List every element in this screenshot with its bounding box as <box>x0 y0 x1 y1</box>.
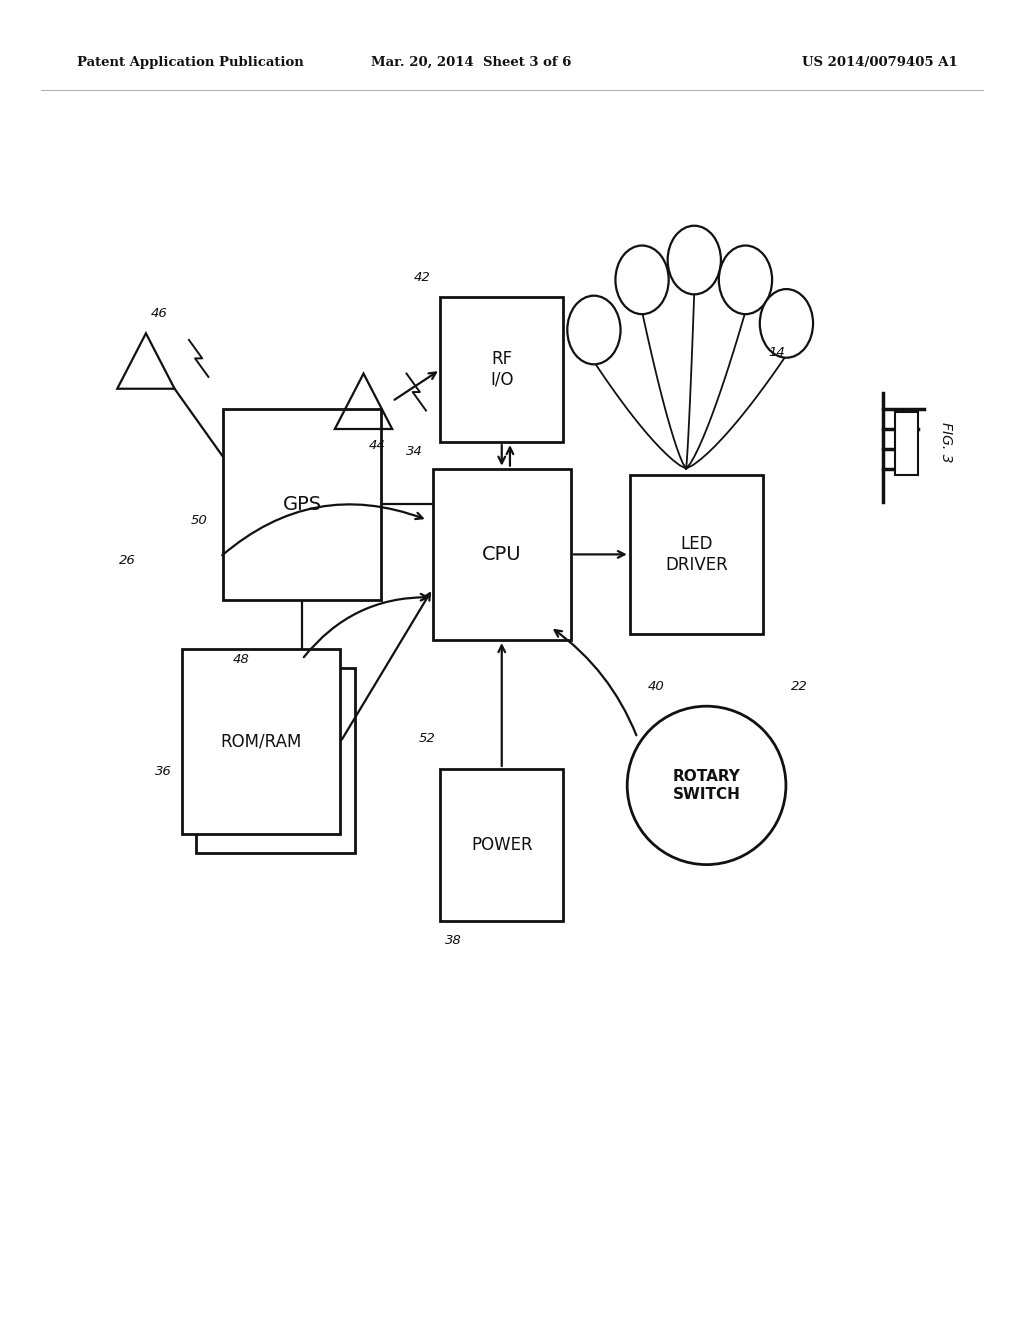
Text: 14: 14 <box>768 346 784 359</box>
Bar <box>197 668 355 853</box>
Circle shape <box>760 289 813 358</box>
Bar <box>440 297 563 442</box>
Circle shape <box>615 246 669 314</box>
Bar <box>630 475 763 634</box>
Text: Patent Application Publication: Patent Application Publication <box>77 55 303 69</box>
Text: Mar. 20, 2014  Sheet 3 of 6: Mar. 20, 2014 Sheet 3 of 6 <box>371 55 571 69</box>
Text: LED
DRIVER: LED DRIVER <box>665 535 728 574</box>
Text: CPU: CPU <box>482 545 521 564</box>
Circle shape <box>719 246 772 314</box>
Ellipse shape <box>627 706 786 865</box>
Text: 26: 26 <box>119 553 135 566</box>
Bar <box>440 768 563 921</box>
Text: 48: 48 <box>232 653 250 667</box>
Text: 52: 52 <box>419 733 435 746</box>
Bar <box>222 409 381 599</box>
Text: POWER: POWER <box>471 836 532 854</box>
Text: US 2014/0079405 A1: US 2014/0079405 A1 <box>802 55 957 69</box>
Text: 40: 40 <box>647 680 665 693</box>
Text: 46: 46 <box>151 308 168 321</box>
Text: 42: 42 <box>414 271 430 284</box>
Text: ROTARY
SWITCH: ROTARY SWITCH <box>673 770 740 801</box>
Text: 36: 36 <box>155 764 171 777</box>
Text: ROM/RAM: ROM/RAM <box>220 733 302 751</box>
Text: 22: 22 <box>791 680 808 693</box>
Text: GPS: GPS <box>283 495 322 513</box>
Bar <box>895 412 918 475</box>
Text: 44: 44 <box>369 438 385 451</box>
Text: 50: 50 <box>190 513 207 527</box>
Text: FIG. 3: FIG. 3 <box>939 422 953 462</box>
Circle shape <box>668 226 721 294</box>
Bar <box>182 649 340 834</box>
Bar <box>432 469 571 640</box>
Text: 34: 34 <box>406 445 422 458</box>
Text: 38: 38 <box>445 935 462 948</box>
Circle shape <box>567 296 621 364</box>
Text: RF
I/O: RF I/O <box>490 350 513 389</box>
